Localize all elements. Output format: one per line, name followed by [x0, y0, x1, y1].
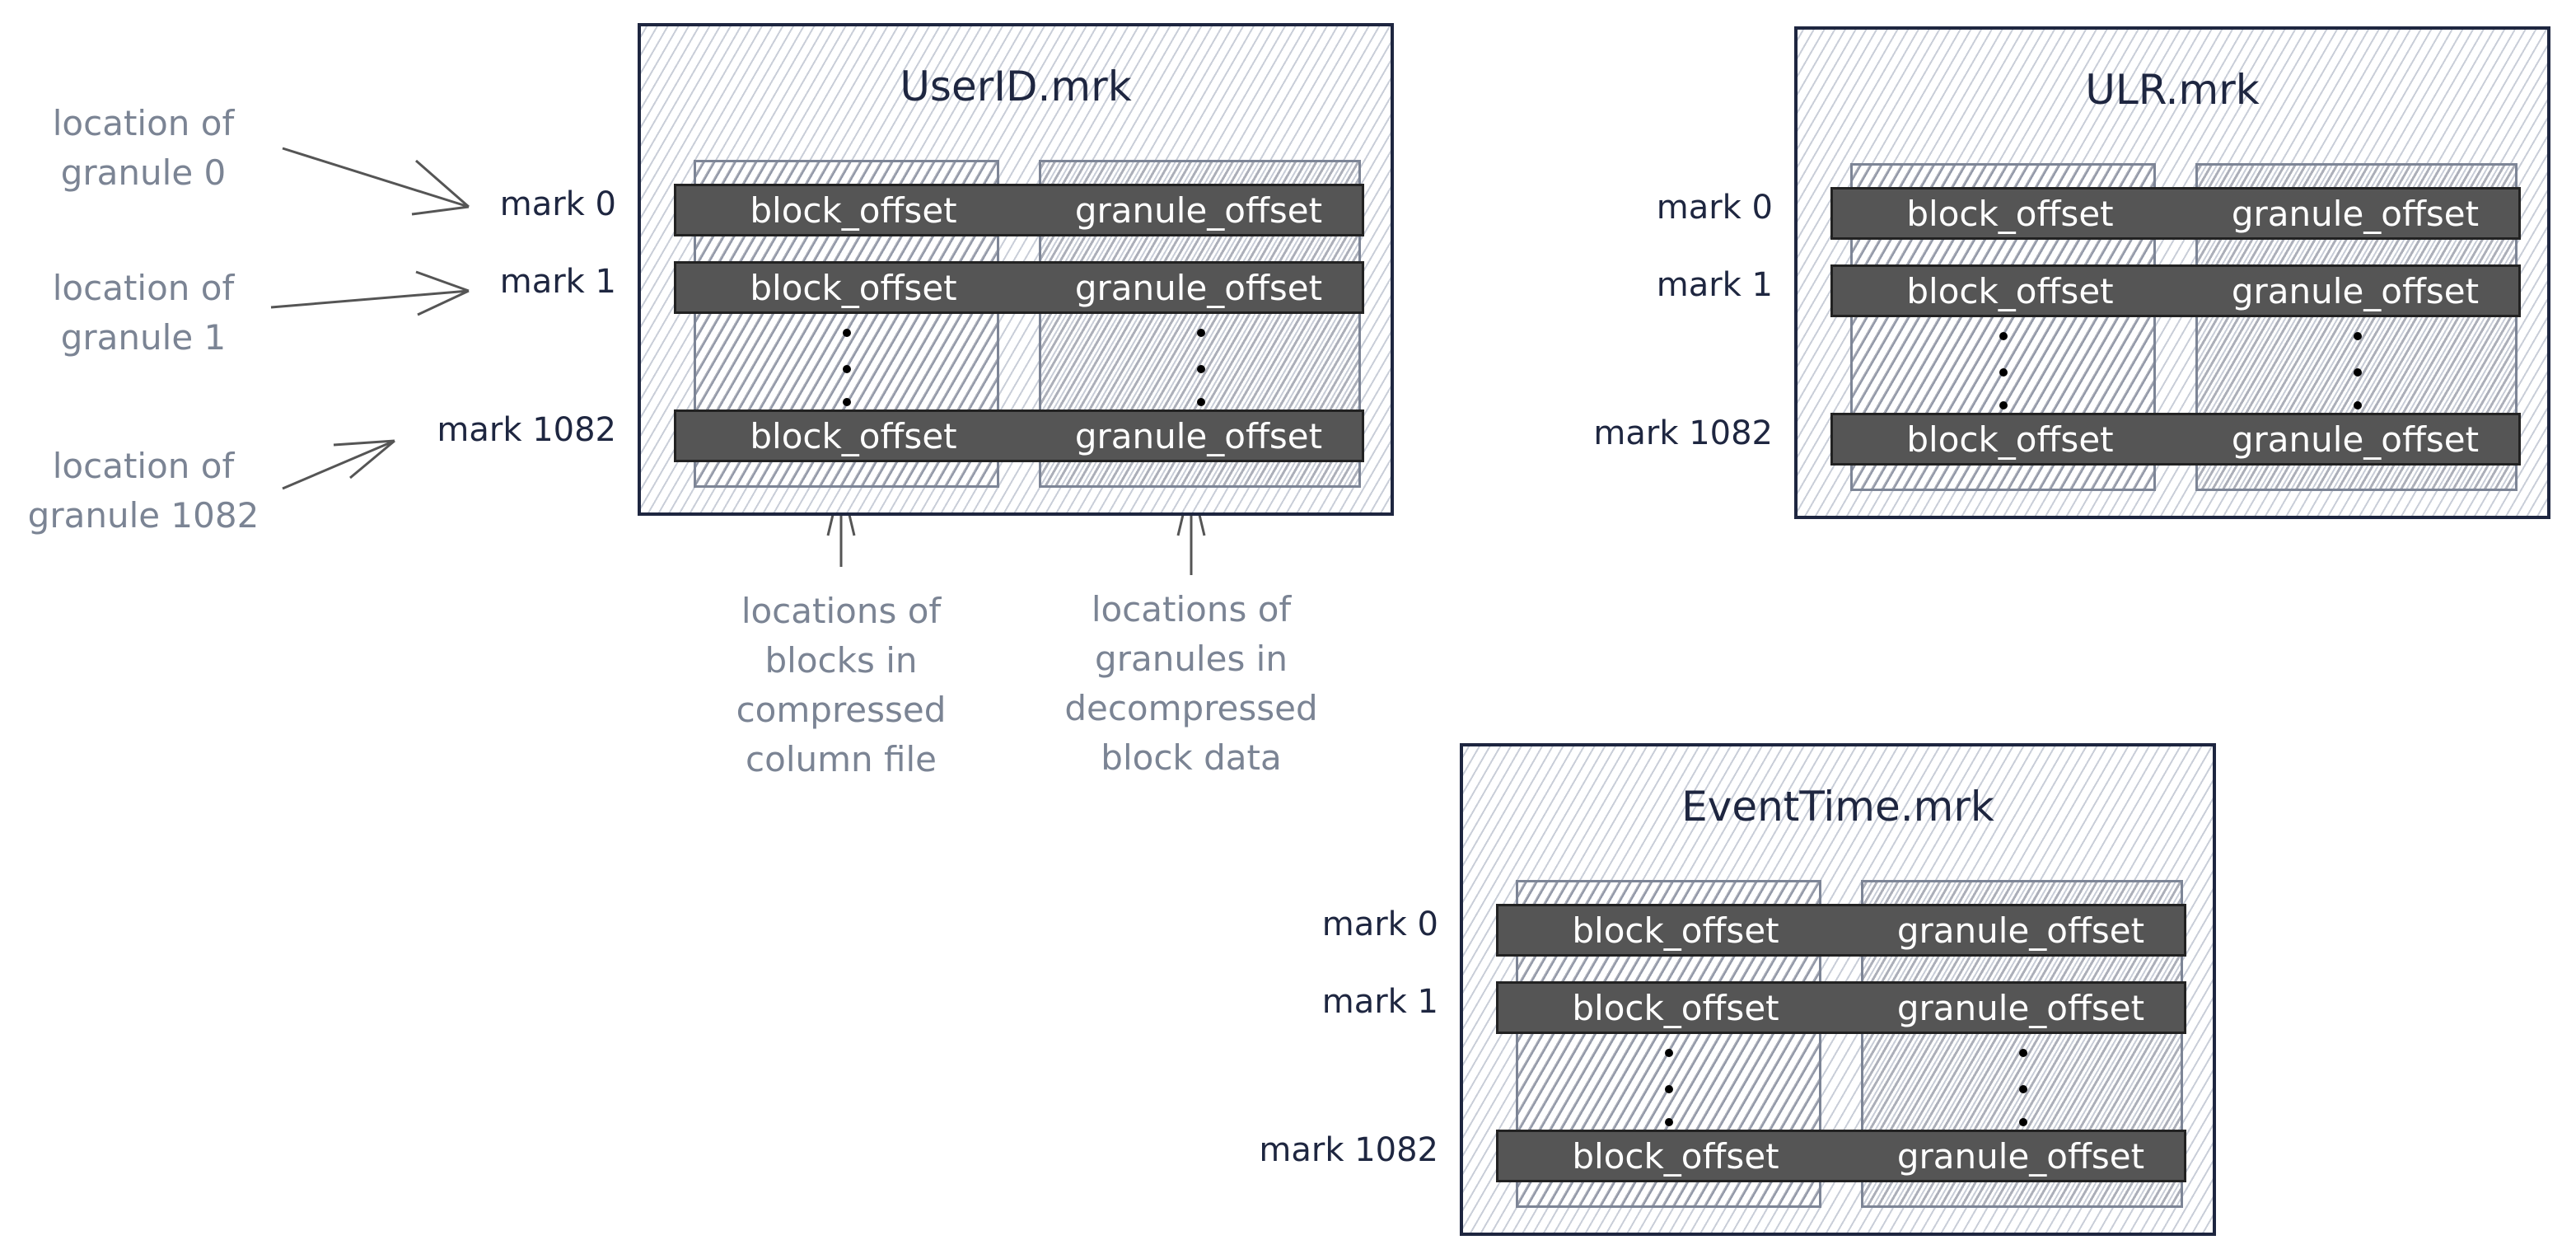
annotation-granule-1: location of granule 1 [20, 264, 267, 363]
mark-label: mark 1 [1321, 983, 1438, 1021]
mark-row: block_offset granule_offset [1496, 904, 2186, 957]
ellipsis-dot [843, 365, 851, 373]
annotation-line: granules in [1095, 639, 1288, 679]
ellipsis-dot [1665, 1085, 1673, 1093]
mark-label: mark 1082 [1259, 1131, 1438, 1169]
annotation-line: location of [52, 446, 235, 486]
mark-row: block_offset granule_offset [1830, 413, 2521, 466]
mark-label: mark 1 [499, 263, 616, 301]
mark-row: block_offset granule_offset [1496, 981, 2186, 1034]
ellipsis-dot [1999, 401, 2008, 409]
block-offset-cell: block_offset [1906, 270, 2114, 311]
mark-file-0: UserID.mrk block_offset granule_offset bloc… [437, 23, 1394, 516]
annotation-granule-0: location of granule 0 [20, 99, 267, 198]
granule-offset-cell: granule_offset [1074, 267, 1323, 308]
ellipsis-dot [1197, 365, 1205, 373]
mark-label: mark 0 [1656, 189, 1773, 227]
annotation-line: compressed [736, 690, 947, 730]
block-offset-cell: block_offset [750, 267, 957, 308]
arrow-granule-1082 [282, 439, 395, 490]
annotation-granule-1082: location of granule 1082 [12, 442, 275, 540]
ellipsis-dot [2019, 1085, 2027, 1093]
annotation-line: locations of [1091, 589, 1292, 629]
granule-offset-cell: granule_offset [1896, 987, 2145, 1028]
mark-file-box: UserID.mrk block_offset granule_offset bloc… [638, 23, 1394, 516]
block-offset-cell: block_offset [1906, 193, 2114, 234]
annotation-granules: locations of granules in decompressed bl… [1051, 585, 1331, 783]
mark-row: block_offset granule_offset [674, 409, 1364, 462]
granule-offset-cell: granule_offset [1074, 190, 1323, 231]
mark-row: block_offset granule_offset [674, 261, 1364, 314]
ellipsis-dot [2019, 1118, 2027, 1126]
ellipsis-dot [2354, 332, 2362, 340]
block-offset-cell: block_offset [750, 190, 957, 231]
mark-file-box: ULR.mrk block_offset granule_offset block_o… [1794, 26, 2550, 519]
mark-file-title: UserID.mrk [900, 63, 1132, 110]
mark-label: mark 1082 [1593, 414, 1773, 452]
mark-file-2: EventTime.mrk block_offset granule_offset b… [1259, 743, 2216, 1236]
granule-offset-cell: granule_offset [2231, 419, 2480, 460]
arrow-granule-1 [270, 270, 470, 316]
mark-row: block_offset granule_offset [1830, 264, 2521, 317]
block-offset-cell: block_offset [1572, 910, 1779, 951]
mark-file-1: ULR.mrk block_offset granule_offset block_o… [1593, 26, 2550, 519]
granule-offset-cell: granule_offset [1074, 415, 1323, 456]
ellipsis-dot [1999, 368, 2008, 377]
mark-file-title: EventTime.mrk [1681, 783, 1994, 831]
mark-label: mark 0 [499, 185, 616, 223]
mark-label: mark 1 [1656, 266, 1773, 304]
block-offset-cell: block_offset [1572, 987, 1779, 1028]
ellipsis-dot [1197, 398, 1205, 406]
annotation-line: blocks in [764, 640, 918, 681]
mark-label: mark 0 [1321, 905, 1438, 943]
annotation-line: granule 1082 [27, 495, 259, 536]
granule-offset-cell: granule_offset [2231, 193, 2480, 234]
annotation-line: location of [52, 268, 235, 308]
annotation-line: granule 1 [60, 317, 227, 358]
mark-row: block_offset granule_offset [674, 184, 1364, 236]
annotation-line: block data [1101, 737, 1282, 778]
mark-row: block_offset granule_offset [1496, 1130, 2186, 1182]
arrow-granule-0 [282, 147, 470, 216]
granule-offset-cell: granule_offset [1896, 1135, 2145, 1177]
mark-file-title: ULR.mrk [2085, 66, 2260, 114]
annotation-line: column file [746, 739, 937, 779]
mark-file-box: EventTime.mrk block_offset granule_offset b… [1460, 743, 2216, 1236]
granule-offset-cell: granule_offset [1896, 910, 2145, 951]
granule-offset-cell: granule_offset [2231, 270, 2480, 311]
annotation-line: granule 0 [60, 152, 227, 193]
mark-label: mark 1082 [437, 411, 616, 449]
ellipsis-dot [1197, 329, 1205, 337]
annotation-line: locations of [741, 591, 942, 631]
ellipsis-dot [2354, 401, 2362, 409]
ellipsis-dot [843, 329, 851, 337]
block-offset-cell: block_offset [750, 415, 957, 456]
block-offset-cell: block_offset [1906, 419, 2114, 460]
ellipsis-dot [1999, 332, 2008, 340]
block-offset-cell: block_offset [1572, 1135, 1779, 1177]
ellipsis-dot [2354, 368, 2362, 377]
annotation-blocks: locations of blocks in compressed column… [701, 587, 981, 784]
annotation-line: location of [52, 103, 235, 143]
annotation-line: decompressed [1064, 688, 1318, 728]
ellipsis-dot [2019, 1049, 2027, 1057]
ellipsis-dot [1665, 1049, 1673, 1057]
ellipsis-dot [1665, 1118, 1673, 1126]
ellipsis-dot [843, 398, 851, 406]
mark-row: block_offset granule_offset [1830, 187, 2521, 240]
